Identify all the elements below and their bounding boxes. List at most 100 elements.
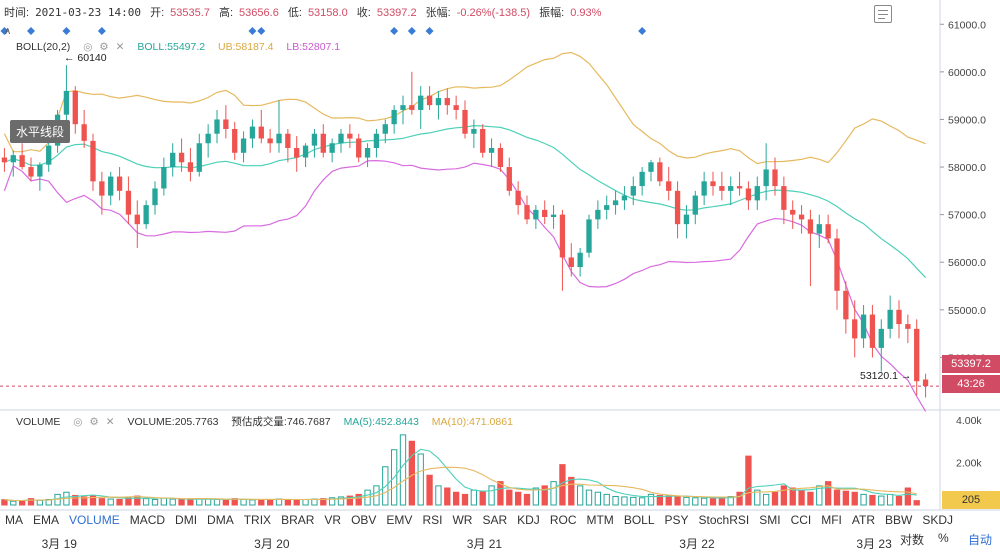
candle-body xyxy=(736,186,743,189)
volume-bar xyxy=(674,496,681,506)
indicator-tab[interactable]: TRIX xyxy=(243,513,272,527)
candle-body xyxy=(63,90,70,115)
volume-bar xyxy=(532,487,540,506)
eye-icon[interactable]: ◎ xyxy=(83,41,93,53)
candle xyxy=(170,143,176,177)
candle-body xyxy=(559,214,566,258)
close-icon[interactable]: ✕ xyxy=(115,41,125,53)
indicator-tab[interactable]: EMA xyxy=(33,513,60,527)
calendar-icon[interactable] xyxy=(874,5,892,23)
volume-bar xyxy=(266,499,274,506)
candle xyxy=(550,205,557,229)
candle xyxy=(418,86,424,129)
candle-body xyxy=(533,209,539,220)
indicator-tab[interactable]: EMV xyxy=(386,513,413,527)
horizontal-segment-button[interactable]: 水平线段 xyxy=(10,120,71,143)
candle xyxy=(790,200,796,229)
candle-body xyxy=(586,219,592,253)
volume-bar xyxy=(89,495,97,506)
close-label: 收: xyxy=(356,7,371,19)
indicator-tab[interactable]: SKDJ xyxy=(922,513,954,527)
upper-band-line xyxy=(3,51,926,165)
vol-close-icon[interactable]: ✕ xyxy=(105,416,115,428)
indicator-tab[interactable]: OBV xyxy=(351,513,377,527)
indicator-tab[interactable]: CCI xyxy=(790,513,812,527)
indicator-tab[interactable]: MACD xyxy=(129,513,166,527)
indicator-tab[interactable]: PSY xyxy=(664,513,689,527)
open-label: 开: xyxy=(150,7,165,19)
candle-body xyxy=(701,181,707,196)
indicator-tab[interactable]: MA xyxy=(5,513,23,527)
volume-bar xyxy=(98,498,106,506)
percent-scale-toggle[interactable]: % xyxy=(938,531,949,545)
volume-bar xyxy=(337,496,345,506)
indicator-tab[interactable]: StochRSI xyxy=(698,513,750,527)
candle-body xyxy=(426,95,433,106)
indicator-tab[interactable]: BRAR xyxy=(281,513,315,527)
candle-body xyxy=(90,140,96,182)
indicator-tab[interactable]: BBW xyxy=(885,513,913,527)
candle-body xyxy=(320,133,326,153)
candle xyxy=(152,181,158,215)
candle-body xyxy=(860,314,867,339)
candle-body xyxy=(187,162,194,172)
indicator-tab[interactable]: KDJ xyxy=(517,513,540,527)
candle xyxy=(240,131,247,163)
settings-icon[interactable]: ⚙ xyxy=(99,41,109,53)
volume-bar xyxy=(798,489,805,506)
vol-eye-icon[interactable]: ◎ xyxy=(73,416,83,428)
candle-body xyxy=(28,167,34,177)
candle-body xyxy=(37,164,43,177)
indicator-tab[interactable]: BOLL xyxy=(623,513,655,527)
candle-body xyxy=(515,190,521,206)
candle-body xyxy=(763,169,769,187)
log-scale-toggle[interactable]: 对数 xyxy=(900,533,925,547)
candle xyxy=(99,171,105,215)
indicator-tab[interactable]: DMI xyxy=(175,513,198,527)
vol-settings-icon[interactable]: ⚙ xyxy=(89,416,99,428)
candle xyxy=(577,247,583,277)
candle-body xyxy=(108,176,114,196)
candle xyxy=(294,136,300,172)
collapse-toggle-icon[interactable]: ∧ xyxy=(4,26,12,37)
indicator-tab[interactable]: ATR xyxy=(851,513,876,527)
volume-bar xyxy=(833,489,841,506)
candle xyxy=(187,148,194,182)
close-value: 53397.2 xyxy=(376,7,417,19)
candle xyxy=(311,128,318,158)
candle-body xyxy=(462,109,468,134)
volume-ma5: MA(5):452.8443 xyxy=(343,416,419,428)
candle xyxy=(267,128,273,153)
volume-bar xyxy=(169,498,176,506)
indicator-tab[interactable]: ROC xyxy=(549,513,577,527)
volume-bar xyxy=(204,498,212,506)
candle xyxy=(471,119,477,149)
candle-body xyxy=(674,190,681,225)
auto-scale-toggle[interactable]: 自动 xyxy=(968,533,993,547)
indicator-tab[interactable]: MTM xyxy=(586,513,614,527)
candle xyxy=(781,176,787,225)
candle-body xyxy=(621,195,628,201)
candle xyxy=(46,138,52,172)
low-value: 53158.0 xyxy=(307,7,348,19)
indicator-tab[interactable]: VOLUME xyxy=(69,513,120,527)
indicator-tab[interactable]: SMI xyxy=(759,513,781,527)
volume-bar xyxy=(452,491,460,506)
volume-bar xyxy=(142,498,150,506)
indicator-tab[interactable]: WR xyxy=(452,513,473,527)
candle-body xyxy=(905,324,911,329)
candle xyxy=(843,281,849,334)
volume-bar xyxy=(630,496,637,506)
indicator-tab[interactable]: VR xyxy=(324,513,342,527)
indicator-tab[interactable]: RSI xyxy=(422,513,443,527)
candle-body xyxy=(798,214,805,220)
candle xyxy=(869,305,876,358)
indicator-tab[interactable]: SAR xyxy=(482,513,508,527)
candle xyxy=(435,90,442,120)
price-tick-label: 58000.0 xyxy=(948,162,986,174)
indicator-tab[interactable]: MFI xyxy=(821,513,842,527)
volume-bar xyxy=(692,497,699,506)
candle-body xyxy=(240,138,247,153)
candle-body xyxy=(205,133,211,144)
indicator-tab[interactable]: DMA xyxy=(207,513,234,527)
